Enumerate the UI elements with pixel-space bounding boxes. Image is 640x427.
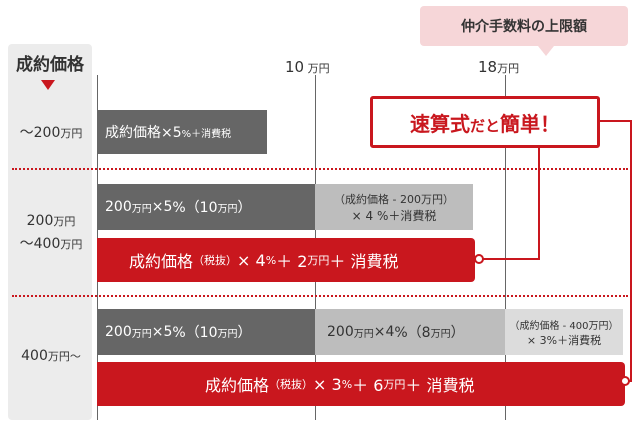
easy-formula-box xyxy=(370,96,600,148)
axis-label-18: 18万円 xyxy=(478,58,520,76)
row3-formula-bar: 成約価格 （税抜） × 3 % ＋ 6 万円＋ 消費税 xyxy=(97,362,625,406)
axis-line-18 xyxy=(505,75,506,420)
connector-line-horizontal-2 xyxy=(598,120,632,122)
callout-box xyxy=(420,6,628,46)
axis-label-10: 10 万円 xyxy=(285,58,330,76)
price-column-title: 成約価格 xyxy=(16,55,84,75)
down-triangle-icon xyxy=(41,80,55,90)
row3-light-bar: 200 万円 ×4 %（8 万円） xyxy=(315,309,505,355)
row2-light-bar: （成約価格 - 200万円） × 4 %＋消費税 xyxy=(315,184,473,230)
connector-dot-1 xyxy=(474,254,484,264)
row1-formula-bar: 成約価格×5 %＋消費税 xyxy=(97,110,267,154)
callout-tail xyxy=(538,46,554,56)
row2-dark-bar: 200 万円 ×5 %（10 万円） xyxy=(97,184,315,230)
row-label-over-400: 400万円～ xyxy=(21,348,81,364)
row-separator-2 xyxy=(12,295,628,297)
price-column xyxy=(8,44,92,420)
connector-line-horizontal-1 xyxy=(480,258,540,260)
row-separator-1 xyxy=(12,168,628,170)
row-label-under-200: ～200万円 xyxy=(19,125,83,141)
callout-text: 仲介手数料の上限額 xyxy=(461,19,587,35)
row3-dark-bar: 200 万円 ×5 %（10 万円） xyxy=(97,309,315,355)
row-label-200-400: 200万円 ～400万円 xyxy=(19,213,83,252)
row3-lightest-bar: （成約価格 - 400万円） × 3%＋消費税 xyxy=(505,309,623,355)
easy-formula-text: 速算式だと簡単！ xyxy=(409,112,560,136)
connector-line-vertical-2 xyxy=(630,120,632,382)
row2-formula-bar: 成約価格 （税抜） × 4 % ＋ 2 万円＋ 消費税 xyxy=(97,238,475,282)
connector-dot-2 xyxy=(620,376,630,386)
connector-line-vertical-1 xyxy=(538,148,540,260)
